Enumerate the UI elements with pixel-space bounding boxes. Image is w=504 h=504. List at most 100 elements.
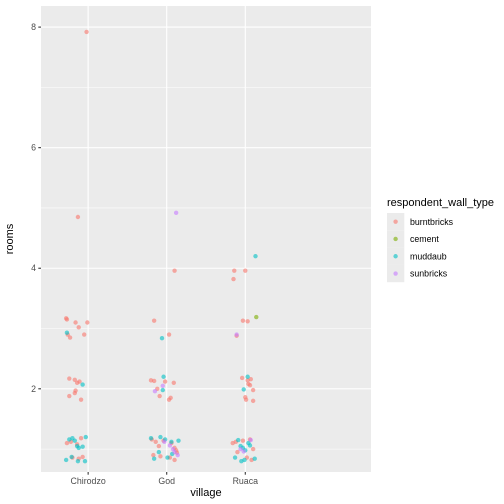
x-tick-label: Ruaca (233, 476, 259, 486)
data-point-muddaub (161, 374, 166, 379)
data-point-burntbricks (64, 317, 70, 322)
data-point-muddaub (165, 455, 170, 460)
data-point-burntbricks (67, 393, 72, 399)
data-point-burntbricks (243, 268, 248, 273)
data-point-sunbricks (234, 332, 239, 337)
data-point-muddaub (160, 387, 165, 393)
data-point-muddaub (245, 374, 250, 379)
data-point-sunbricks (175, 452, 180, 458)
data-point-muddaub (64, 330, 70, 335)
data-point-muddaub (241, 387, 246, 392)
data-point-muddaub (148, 436, 154, 441)
data-point-burntbricks (239, 375, 245, 381)
data-point-burntbricks (78, 397, 84, 402)
data-point-burntbricks (151, 318, 157, 323)
data-point-burntbricks (151, 378, 157, 384)
data-point-burntbricks (250, 446, 256, 452)
data-point-muddaub (159, 335, 165, 341)
data-point-sunbricks (152, 389, 158, 394)
data-point-burntbricks (162, 379, 168, 384)
data-point-muddaub (76, 445, 81, 451)
data-point-muddaub (176, 438, 181, 443)
y-axis-ticks: 2 4 6 8 (31, 22, 41, 394)
data-point-sunbricks (162, 439, 167, 445)
y-axis-title: rooms (4, 223, 16, 254)
legend-label-cement: cement (410, 234, 439, 244)
data-point-burntbricks (245, 319, 250, 324)
data-point-burntbricks (248, 376, 253, 382)
data-point-burntbricks (240, 438, 246, 443)
data-point-burntbricks (73, 320, 78, 325)
major-gridlines (41, 6, 371, 472)
x-axis-title: village (190, 487, 221, 499)
data-point-burntbricks (247, 382, 253, 388)
data-point-burntbricks (158, 454, 163, 459)
minor-gridlines (41, 87, 371, 450)
legend-title: respondent_wall_type (387, 197, 494, 209)
data-point-burntbricks (166, 332, 172, 337)
data-point-burntbricks (172, 457, 177, 463)
data-point-burntbricks (172, 268, 177, 273)
data-point-burntbricks (72, 377, 77, 382)
y-tick-label: 4 (31, 263, 36, 273)
data-point-muddaub (252, 456, 257, 461)
data-point-burntbricks (82, 332, 87, 337)
data-point-muddaub (156, 449, 162, 455)
data-points (63, 29, 259, 464)
data-point-sunbricks (167, 443, 173, 448)
x-axis-ticks: Chirodzo God Ruaca (71, 472, 259, 486)
data-point-burntbricks (64, 440, 70, 446)
data-point-burntbricks (73, 388, 78, 393)
plot-panel (41, 6, 371, 472)
legend-symbol-cement (393, 236, 398, 242)
data-point-burntbricks (240, 318, 246, 323)
data-point-sunbricks (172, 449, 177, 455)
data-point-burntbricks (250, 387, 256, 393)
data-point-burntbricks (84, 29, 89, 35)
data-point-muddaub (242, 457, 247, 463)
legend-symbol-sunbricks (393, 271, 398, 276)
data-point-burntbricks (67, 376, 72, 381)
data-point-muddaub (247, 443, 253, 448)
legend-keys: burntbricks cement muddaub sunbricks (387, 213, 454, 283)
data-point-burntbricks (153, 439, 158, 445)
data-point-muddaub (236, 437, 241, 443)
data-point-burntbricks (151, 452, 156, 458)
y-tick-label: 2 (31, 384, 36, 394)
data-point-sunbricks (248, 437, 253, 443)
x-tick-label: Chirodzo (71, 476, 106, 486)
data-point-muddaub (158, 434, 163, 440)
legend-label-muddaub: muddaub (410, 251, 447, 261)
data-point-cement (254, 314, 259, 320)
data-point-muddaub (82, 458, 88, 464)
data-point-sunbricks (238, 446, 243, 452)
data-point-burntbricks (171, 380, 176, 385)
data-point-burntbricks (157, 393, 162, 399)
y-tick-label: 8 (31, 22, 36, 32)
legend-label-burntbricks: burntbricks (410, 217, 454, 227)
data-point-muddaub (69, 454, 74, 460)
data-point-burntbricks (75, 214, 81, 220)
data-point-burntbricks (250, 398, 256, 404)
data-point-burntbricks (78, 436, 84, 441)
data-point-muddaub (83, 434, 88, 440)
legend-label-sunbricks: sunbricks (410, 269, 448, 279)
data-point-burntbricks (156, 443, 162, 449)
data-point-burntbricks (74, 380, 80, 385)
legend: respondent_wall_type burntbricks cement mu… (387, 197, 494, 283)
data-point-sunbricks (160, 383, 165, 388)
data-point-sunbricks (241, 449, 246, 454)
data-point-sunbricks (173, 210, 179, 215)
legend-symbol-muddaub (393, 254, 398, 259)
data-point-burntbricks (67, 335, 73, 340)
data-point-burntbricks (231, 276, 236, 282)
x-tick-label: God (158, 476, 175, 486)
data-point-burntbricks (80, 454, 85, 460)
legend-symbol-burntbricks (393, 219, 398, 224)
data-point-burntbricks (235, 449, 240, 455)
data-point-burntbricks (243, 397, 249, 402)
data-point-muddaub (151, 456, 157, 461)
data-point-muddaub (169, 439, 174, 445)
data-point-muddaub (75, 458, 81, 464)
